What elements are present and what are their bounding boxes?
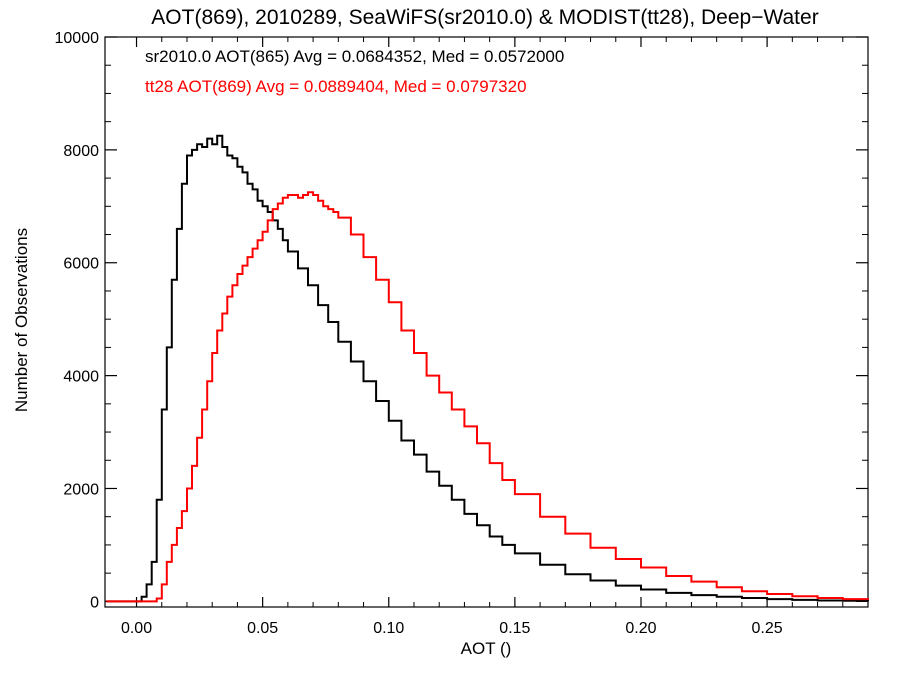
plot-frame	[104, 36, 869, 608]
y-tick-label: 2000	[63, 481, 99, 498]
x-tick-label: 0.05	[247, 620, 278, 637]
y-tick-label: 0	[90, 594, 99, 611]
x-tick-label: 0.25	[752, 620, 783, 637]
x-tick-label: 0.15	[499, 620, 530, 637]
y-tick-label: 6000	[63, 256, 99, 273]
x-axis: 0.00 0.05 0.10 0.15 0.20 0.25	[121, 37, 844, 637]
y-axis: 0 2000 4000 6000 8000 10000	[55, 30, 868, 611]
x-tick-label: 0.10	[373, 620, 404, 637]
y-tick-label: 8000	[63, 143, 99, 160]
plot-border	[104, 36, 869, 608]
x-axis-label: AOT ()	[461, 639, 512, 658]
x-tick-label: 0.20	[625, 620, 656, 637]
y-tick-label: 10000	[55, 30, 100, 47]
series-line-0	[106, 134, 869, 603]
annotation-sr2010: sr2010.0 AOT(865) Avg = 0.0684352, Med =…	[145, 47, 564, 66]
chart-title: AOT(869), 2010289, SeaWiFS(sr2010.0) & M…	[151, 6, 818, 29]
series-line-1	[106, 191, 869, 603]
series-layer	[106, 134, 869, 603]
y-axis-label: Number of Observations	[12, 228, 31, 412]
x-tick-label: 0.00	[121, 620, 152, 637]
y-tick-label: 4000	[63, 369, 99, 386]
annotation-tt28: tt28 AOT(869) Avg = 0.0889404, Med = 0.0…	[145, 77, 527, 96]
